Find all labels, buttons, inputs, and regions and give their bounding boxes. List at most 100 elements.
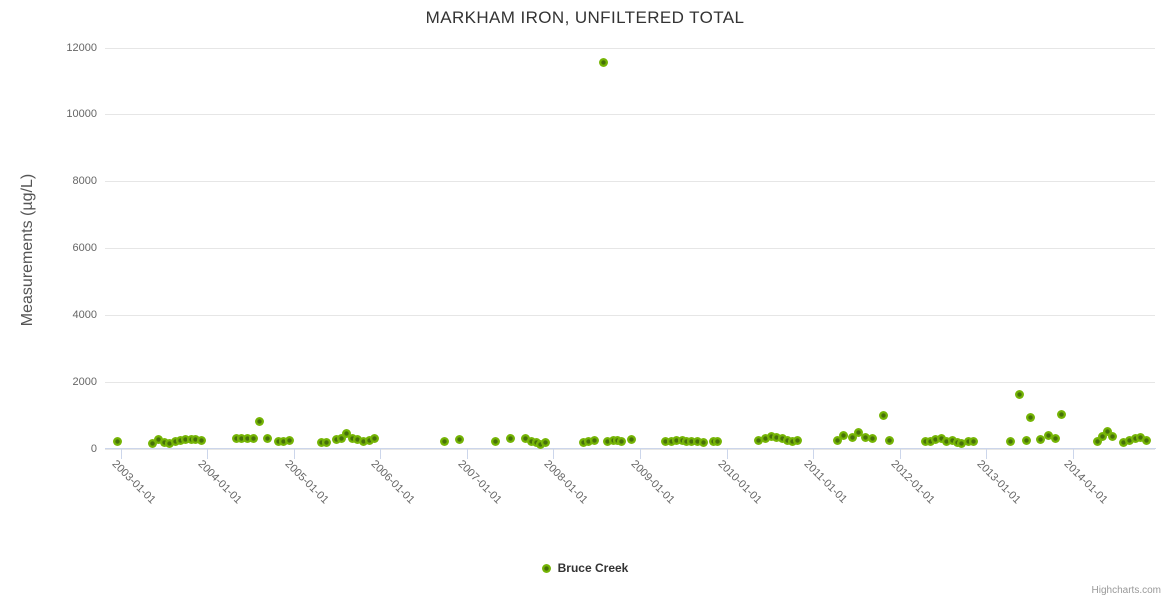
data-point[interactable]	[1057, 409, 1066, 419]
data-point[interactable]	[359, 436, 369, 446]
data-point[interactable]	[957, 438, 967, 448]
data-point[interactable]	[364, 435, 374, 445]
data-point[interactable]	[1015, 389, 1025, 399]
data-point[interactable]	[853, 428, 863, 438]
data-point[interactable]	[1102, 427, 1112, 437]
data-point[interactable]	[832, 435, 842, 445]
data-point[interactable]	[583, 436, 593, 446]
data-point[interactable]	[353, 434, 363, 444]
data-point[interactable]	[154, 434, 164, 444]
data-point[interactable]	[698, 437, 708, 447]
data-point[interactable]	[1021, 435, 1031, 445]
data-point[interactable]	[243, 434, 253, 444]
data-point[interactable]	[454, 435, 464, 445]
data-point[interactable]	[861, 432, 871, 442]
data-point[interactable]	[868, 433, 878, 443]
data-point[interactable]	[322, 437, 332, 447]
data-point[interactable]	[278, 437, 288, 447]
data-point[interactable]	[1108, 431, 1118, 441]
data-point[interactable]	[237, 433, 247, 443]
data-point[interactable]	[316, 437, 326, 447]
y-gridline	[105, 47, 1155, 49]
data-point[interactable]	[191, 435, 201, 445]
y-gridline	[105, 448, 1155, 450]
data-point[interactable]	[754, 435, 764, 445]
data-point[interactable]	[439, 436, 449, 446]
data-point[interactable]	[113, 436, 123, 446]
data-point[interactable]	[232, 434, 242, 444]
data-point[interactable]	[599, 57, 609, 67]
data-point[interactable]	[671, 435, 681, 445]
data-point[interactable]	[787, 436, 797, 446]
data-point[interactable]	[682, 437, 692, 447]
data-point[interactable]	[1130, 433, 1140, 443]
data-point[interactable]	[490, 436, 500, 446]
data-point[interactable]	[838, 430, 848, 440]
data-point[interactable]	[666, 436, 676, 446]
x-tick-mark	[120, 449, 122, 459]
data-point[interactable]	[947, 435, 957, 445]
x-tick-mark	[553, 449, 555, 459]
data-point[interactable]	[661, 436, 671, 446]
data-point[interactable]	[847, 433, 857, 443]
data-point[interactable]	[603, 436, 613, 446]
data-point[interactable]	[1044, 431, 1054, 441]
data-point[interactable]	[505, 434, 515, 444]
data-point[interactable]	[197, 435, 207, 445]
data-point[interactable]	[713, 437, 723, 447]
data-point[interactable]	[931, 435, 941, 445]
data-point[interactable]	[687, 436, 697, 446]
data-point[interactable]	[248, 433, 258, 443]
data-point[interactable]	[148, 438, 158, 448]
data-point[interactable]	[263, 434, 273, 444]
y-gridline	[105, 248, 1155, 249]
legend-item[interactable]: Bruce Creek	[541, 561, 628, 575]
data-point[interactable]	[336, 434, 346, 444]
data-point[interactable]	[1135, 432, 1145, 442]
data-point[interactable]	[1119, 437, 1129, 447]
data-point[interactable]	[1025, 413, 1035, 423]
data-point[interactable]	[284, 436, 294, 446]
data-point[interactable]	[617, 436, 627, 446]
data-point[interactable]	[926, 436, 936, 446]
data-point[interactable]	[626, 434, 636, 444]
data-point[interactable]	[165, 438, 175, 448]
data-point[interactable]	[342, 429, 351, 439]
data-point[interactable]	[772, 432, 782, 442]
data-point[interactable]	[760, 433, 770, 443]
data-point[interactable]	[782, 435, 792, 445]
data-point[interactable]	[1050, 434, 1060, 444]
data-point[interactable]	[1097, 431, 1107, 441]
data-point[interactable]	[541, 437, 551, 447]
data-point[interactable]	[348, 433, 358, 443]
data-point[interactable]	[884, 435, 894, 445]
data-point[interactable]	[968, 437, 978, 447]
data-point[interactable]	[767, 431, 777, 441]
x-tick-mark	[726, 449, 728, 459]
x-tick-mark	[380, 449, 382, 459]
data-point[interactable]	[589, 436, 599, 446]
data-point[interactable]	[1036, 434, 1046, 444]
data-point[interactable]	[160, 437, 170, 447]
data-point[interactable]	[878, 410, 888, 420]
data-point[interactable]	[1124, 435, 1134, 445]
y-tick-label: 2000	[72, 375, 97, 388]
data-point[interactable]	[369, 433, 379, 443]
highcharts-credits-link[interactable]: Highcharts.com	[1091, 585, 1161, 596]
data-point[interactable]	[921, 436, 931, 446]
data-point[interactable]	[963, 437, 973, 447]
data-point[interactable]	[181, 435, 190, 445]
data-point[interactable]	[1005, 437, 1015, 447]
data-point[interactable]	[521, 434, 531, 444]
data-point[interactable]	[175, 435, 185, 445]
data-point[interactable]	[692, 437, 702, 447]
data-point[interactable]	[1093, 436, 1103, 446]
x-tick-mark	[207, 449, 209, 459]
data-point[interactable]	[254, 416, 264, 426]
data-point[interactable]	[792, 436, 802, 446]
data-point[interactable]	[941, 436, 951, 446]
data-point[interactable]	[535, 439, 545, 449]
data-point[interactable]	[1141, 435, 1151, 445]
x-tick-label: 2008-01-01	[541, 458, 591, 507]
data-point[interactable]	[936, 434, 946, 444]
